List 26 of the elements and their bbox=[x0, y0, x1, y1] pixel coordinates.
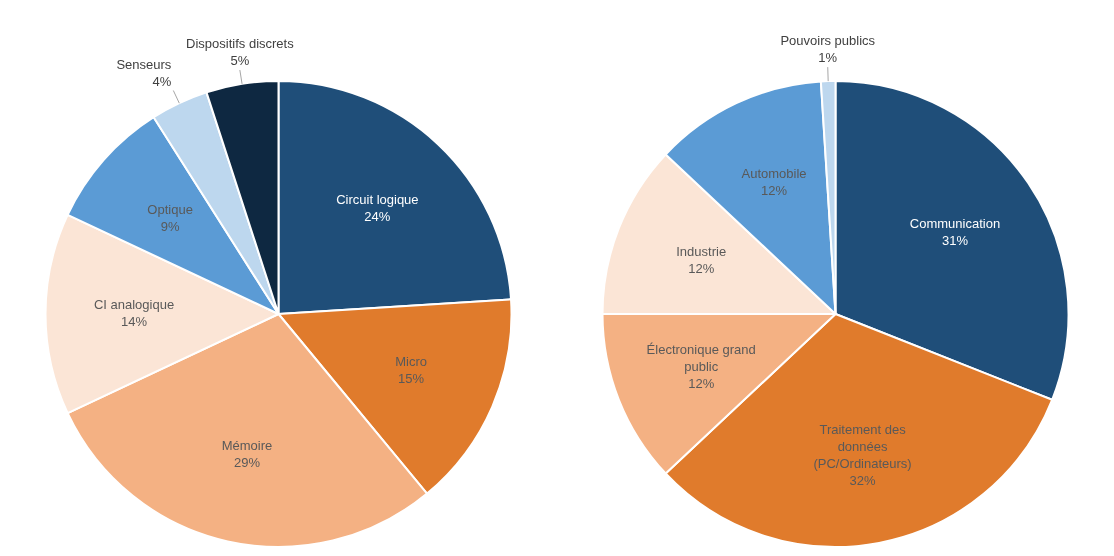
slice-label: Senseurs bbox=[116, 56, 172, 72]
slice-label: CI analogique bbox=[93, 297, 175, 313]
slice-label: Pouvoirs publics bbox=[780, 33, 876, 49]
slice-label: Dispositifs discrets bbox=[186, 36, 295, 52]
slice-label: Micro bbox=[395, 354, 427, 370]
data-label: 12% bbox=[688, 260, 715, 276]
data-label: 12% bbox=[688, 375, 715, 391]
data-label: 29% bbox=[233, 455, 261, 471]
slice-label: Industrie bbox=[676, 243, 727, 259]
data-label: 32% bbox=[849, 472, 877, 488]
slice-label: Optique bbox=[147, 201, 193, 217]
slice-label: Traitement des données (PC/Ordinateurs) bbox=[813, 421, 912, 471]
data-label: 15% bbox=[398, 371, 425, 387]
data-label: 1% bbox=[818, 50, 838, 66]
data-label: 14% bbox=[121, 314, 148, 330]
data-label: 12% bbox=[760, 183, 788, 199]
slice-label: Automobile bbox=[741, 166, 807, 182]
data-label: 5% bbox=[230, 53, 250, 69]
slice-label: Circuit logique bbox=[336, 191, 419, 207]
slice-label: Électronique grand public bbox=[646, 341, 756, 374]
data-label: 31% bbox=[941, 232, 969, 248]
slice-label: Mémoire bbox=[221, 438, 273, 454]
slice-label: Communication bbox=[909, 215, 1001, 231]
data-label: 9% bbox=[160, 218, 180, 234]
data-label: 4% bbox=[152, 73, 172, 89]
data-label: 24% bbox=[364, 208, 391, 224]
